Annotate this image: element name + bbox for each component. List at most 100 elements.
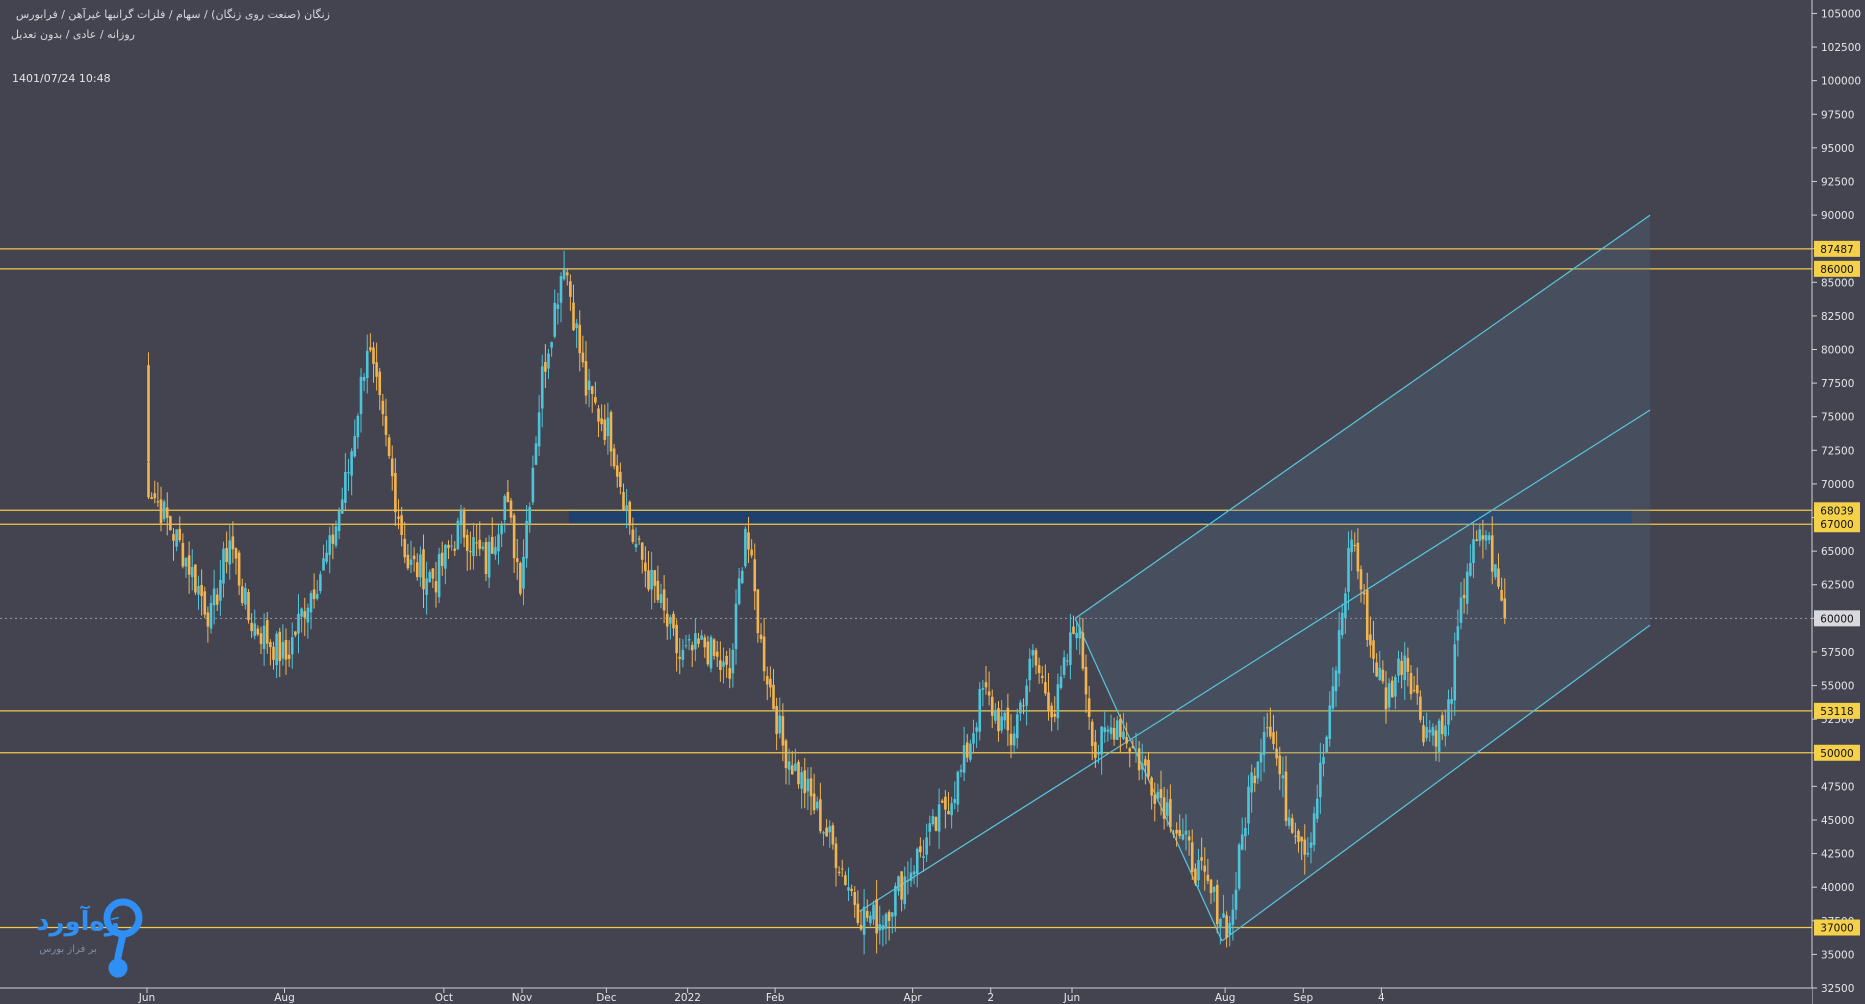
candle-body [1075, 632, 1078, 639]
candle-body [956, 771, 960, 805]
candle-body [1237, 844, 1241, 889]
candle-body [362, 376, 366, 381]
candle-body [1187, 836, 1191, 841]
candle-body [969, 743, 972, 760]
candle-body [1150, 777, 1153, 796]
candle-body [1087, 698, 1091, 717]
time-axis: Jun Aug Oct Nov Dec 2022 Feb Apr 2 Jun Aug Sep 4 [0, 987, 1812, 1004]
candle-body [1375, 662, 1378, 677]
candle-body [412, 555, 416, 560]
price-label-box [1814, 919, 1860, 936]
candle-body [1369, 634, 1372, 646]
candle-body [1225, 915, 1228, 938]
candle-body [1475, 539, 1478, 542]
channel-line-B[interactable] [1074, 214, 1651, 619]
channel-layer [859, 214, 1651, 942]
candle-body [1300, 836, 1303, 842]
candle-body [650, 569, 653, 590]
candle-body [697, 638, 700, 644]
candle-body [1347, 548, 1350, 592]
candle-body [225, 547, 228, 562]
candle-body [1337, 630, 1341, 674]
candle-body [931, 816, 935, 825]
candle-body [431, 568, 435, 579]
candle-body [1472, 539, 1475, 564]
candle-body [1422, 725, 1425, 743]
candle-body [1131, 745, 1135, 748]
candle-body [706, 641, 710, 665]
y-tick-label: 85000 [1821, 277, 1854, 289]
candle-body [1112, 727, 1116, 740]
candle-body [200, 584, 203, 597]
price-label: 67000 [1820, 519, 1853, 531]
candle-body [1169, 799, 1172, 828]
candle-body [1125, 737, 1128, 744]
candle-body [1106, 729, 1110, 732]
candle-body [878, 924, 882, 931]
candle-body [540, 366, 544, 409]
candle-body [847, 887, 850, 891]
candle-body [519, 562, 522, 594]
candle-body [578, 324, 582, 354]
candle-body [478, 539, 482, 549]
candle-body [665, 613, 669, 627]
candle-body [378, 371, 382, 396]
candle-body [281, 641, 285, 659]
candle-body [678, 656, 682, 659]
candle-body [172, 534, 175, 541]
candle-body [1356, 542, 1360, 572]
candle-body [947, 811, 950, 815]
candle-body [1440, 715, 1444, 735]
candle-body [606, 417, 610, 437]
candle-body [756, 589, 760, 634]
price-axis-bg [1812, 0, 1865, 1004]
candle-body [625, 505, 628, 510]
candle-body [1387, 683, 1391, 708]
candle-body [1084, 666, 1088, 695]
candle-body [1119, 718, 1122, 738]
candle-body [572, 302, 575, 331]
candle-body [615, 465, 619, 477]
candle-body [194, 564, 197, 593]
channel-line-A[interactable] [859, 409, 1651, 912]
candle-body [1397, 658, 1400, 676]
candle-body [834, 843, 838, 869]
channel-line-C[interactable] [1221, 624, 1651, 942]
candle-body [347, 472, 350, 474]
candle-body [778, 715, 782, 734]
candle-body [890, 912, 894, 917]
y-tick-label: 72500 [1821, 445, 1854, 457]
candle-body [1462, 595, 1466, 599]
candle-body [1315, 798, 1319, 819]
candle-body [653, 570, 657, 586]
price-label: 68039 [1820, 505, 1853, 517]
candle-body [222, 548, 225, 584]
y-tick-label: 42500 [1821, 849, 1854, 861]
candle-body [469, 551, 472, 553]
candle-body [740, 570, 744, 584]
candle-body [1134, 752, 1138, 754]
candle-body [409, 559, 413, 565]
price-label-box [1814, 610, 1860, 627]
candle-body [850, 888, 853, 892]
candle-body [1250, 772, 1253, 793]
candle-body [919, 846, 922, 853]
price-label: 50000 [1820, 748, 1853, 760]
candle-body [1078, 627, 1082, 639]
price-axis: 105000 102500 100000 97500 95000 92500 90000 87… [1811, 0, 1865, 1004]
candle-body [294, 631, 297, 636]
y-tick-label: 57500 [1821, 647, 1854, 659]
candle-body [153, 493, 157, 499]
candle-body [859, 924, 863, 930]
candle-body [1303, 839, 1307, 855]
candle-body [1362, 592, 1366, 595]
candle-body [1322, 757, 1325, 764]
candle-body [597, 408, 600, 422]
candle-body [184, 557, 188, 567]
candle-body [265, 620, 269, 644]
candle-body [1456, 626, 1460, 641]
candle-body [787, 761, 791, 770]
candle-body [290, 637, 294, 655]
candle-body [240, 586, 244, 603]
